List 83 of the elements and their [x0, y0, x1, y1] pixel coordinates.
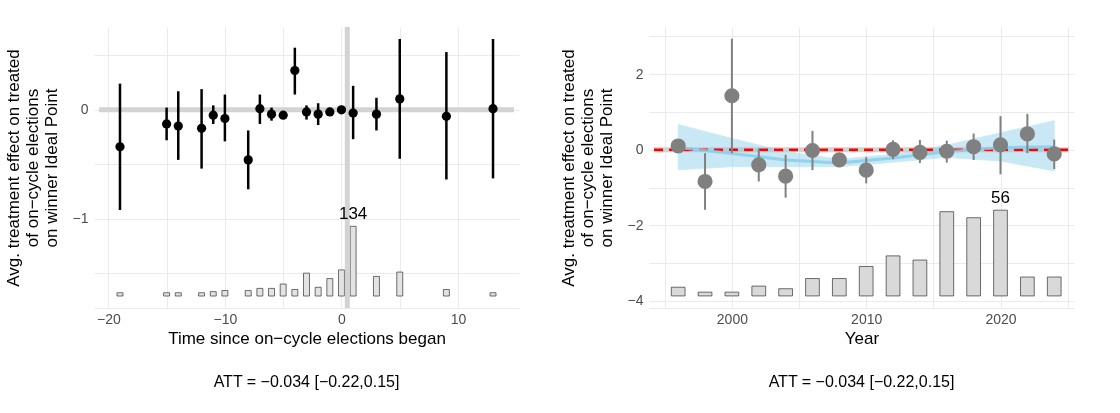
point: [697, 173, 713, 190]
bar: [966, 217, 981, 297]
bar: [326, 278, 334, 297]
bar: [489, 292, 497, 297]
x-axis-title: Time since on−cycle elections began: [168, 328, 446, 348]
point: [670, 138, 686, 154]
bar: [912, 259, 928, 297]
bar: [268, 288, 275, 297]
point: [243, 155, 253, 165]
bar: [174, 292, 182, 297]
point: [395, 94, 405, 104]
point: [966, 139, 982, 155]
bar: [116, 292, 124, 297]
y-tick-label: −4: [627, 292, 644, 309]
bar: [778, 288, 793, 297]
point: [336, 105, 347, 115]
x-tick-label: −20: [96, 310, 121, 327]
bar: [751, 285, 766, 297]
bar: [939, 211, 955, 297]
y-axis-title: Avg. treatment effect on treated of on−cycle elections on winner Ideal Point: [3, 49, 61, 287]
x-axis-title: Year: [844, 328, 880, 348]
bar: [805, 278, 820, 297]
point: [220, 113, 230, 124]
bar: [209, 291, 217, 297]
y-tick-label: 0: [635, 141, 644, 158]
point: [885, 141, 901, 157]
bar: [993, 209, 1008, 297]
point: [196, 123, 207, 133]
bar: [256, 288, 264, 297]
point: [290, 65, 300, 76]
x-tick-label: −10: [213, 310, 238, 327]
point: [488, 104, 498, 114]
y-tick-label: −2: [627, 216, 644, 233]
point: [313, 109, 323, 119]
point: [804, 142, 821, 159]
x-tick-label: 2000: [716, 310, 749, 327]
bar: [1047, 276, 1062, 297]
point: [278, 110, 288, 120]
bar: [443, 289, 450, 297]
point: [939, 143, 955, 159]
point: [255, 104, 265, 114]
bar: [724, 291, 740, 297]
point: [1046, 146, 1062, 162]
bar: [244, 290, 252, 297]
point: [831, 152, 847, 168]
text: ATT = −0.034 [−0.22,0.15]: [213, 373, 400, 390]
point: [173, 121, 183, 131]
point: [348, 108, 358, 118]
point: [724, 88, 740, 104]
point: [301, 107, 312, 117]
bar: [198, 292, 205, 297]
y-axis-title: Avg. treatment effect on treated of on−cycle elections on winner Ideal Point: [558, 49, 616, 287]
point: [778, 168, 794, 184]
point: [992, 137, 1009, 153]
point: [115, 142, 125, 152]
bar: [670, 286, 686, 297]
bar: [1020, 276, 1035, 297]
bar: [832, 278, 847, 297]
bar: [291, 289, 299, 297]
x-tick-label: 0: [338, 310, 347, 327]
point: [325, 107, 335, 117]
y-tick-label: 2: [635, 65, 644, 82]
point: [266, 109, 277, 119]
bar: [885, 255, 901, 297]
point: [371, 109, 382, 119]
x-tick-label: 10: [450, 310, 467, 327]
point: [162, 119, 172, 129]
text: ATT = −0.034 [−0.22,0.15]: [768, 373, 955, 390]
bar: [697, 291, 713, 297]
x-tick-label: 2020: [985, 310, 1017, 327]
bar: [314, 286, 322, 297]
y-tick-label: −1: [72, 210, 89, 227]
bar: [373, 276, 380, 297]
point: [751, 157, 767, 173]
x-tick-label: 2010: [851, 310, 883, 327]
annotation: 56: [991, 188, 1010, 208]
annotation: 134: [338, 204, 368, 224]
point: [1019, 126, 1035, 142]
point: [858, 162, 874, 178]
bar: [858, 266, 874, 297]
point: [912, 144, 928, 160]
point: [441, 111, 451, 121]
point: [208, 110, 218, 120]
